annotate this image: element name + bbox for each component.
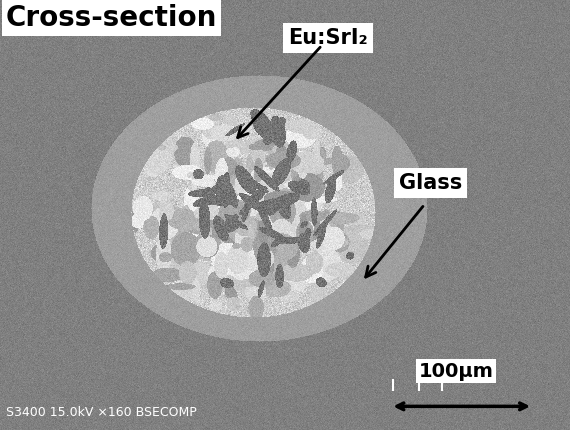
Text: S3400 15.0kV ×160 BSECOMP: S3400 15.0kV ×160 BSECOMP bbox=[6, 406, 197, 419]
Text: 100μm: 100μm bbox=[418, 362, 494, 381]
Text: Cross-section: Cross-section bbox=[6, 4, 217, 32]
Text: Eu:SrI₂: Eu:SrI₂ bbox=[288, 28, 368, 48]
Text: Glass: Glass bbox=[399, 173, 462, 193]
